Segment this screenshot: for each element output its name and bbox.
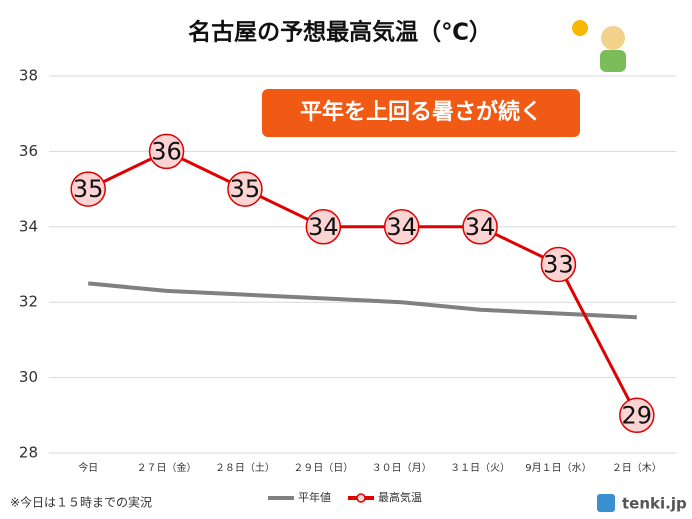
logo-icon <box>597 494 615 512</box>
data-point <box>383 209 420 245</box>
data-label: 35 <box>73 175 104 203</box>
y-tick-label: 30 <box>19 368 38 386</box>
data-label: 33 <box>543 251 574 279</box>
legend-label: 平年値 <box>298 490 331 504</box>
data-point <box>462 209 498 245</box>
data-label: 34 <box>386 213 417 241</box>
annotation-box <box>262 89 580 137</box>
data-point <box>619 397 655 434</box>
legend-marker <box>356 493 366 503</box>
chart-title: 名古屋の予想最高気温（℃） <box>188 19 492 46</box>
x-tick-label: ３１日（火） <box>450 462 510 474</box>
sun-icon <box>572 20 626 72</box>
data-point <box>148 133 185 170</box>
y-tick-label: 28 <box>19 444 38 462</box>
x-tick-label: 今日 <box>78 461 98 474</box>
y-tick-label: 32 <box>19 293 38 311</box>
data-label: 34 <box>465 213 496 241</box>
legend-label: 最高気温 <box>378 490 422 504</box>
y-tick-label: 34 <box>19 217 38 235</box>
x-tick-label: ２日（木） <box>612 462 662 474</box>
y-tick-label: 36 <box>19 142 38 160</box>
data-point <box>70 171 106 207</box>
x-tick-label: 9月１日（水） <box>525 462 591 474</box>
data-label: 36 <box>151 137 182 165</box>
logo: tenki.jp <box>622 495 687 513</box>
data-label: 35 <box>230 175 261 203</box>
data-point <box>305 209 342 245</box>
footnote: ※今日は１５時までの実況 <box>10 495 152 510</box>
data-label: 29 <box>622 401 653 429</box>
series-line <box>87 281 637 320</box>
x-tick-label: ２７日（金） <box>137 461 197 474</box>
x-tick-label: ３０日（月） <box>372 462 432 474</box>
x-tick-label: ２８日（土） <box>215 461 275 474</box>
data-point <box>227 171 263 207</box>
x-tick-label: ２９日（日） <box>293 462 353 474</box>
y-tick-label: 38 <box>19 67 38 85</box>
data-point <box>540 246 577 283</box>
data-label: 34 <box>308 213 339 241</box>
annotation: 平年を上回る暑さが続く <box>300 99 542 125</box>
